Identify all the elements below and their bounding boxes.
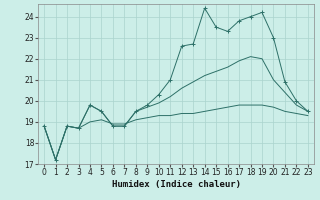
X-axis label: Humidex (Indice chaleur): Humidex (Indice chaleur): [111, 180, 241, 189]
